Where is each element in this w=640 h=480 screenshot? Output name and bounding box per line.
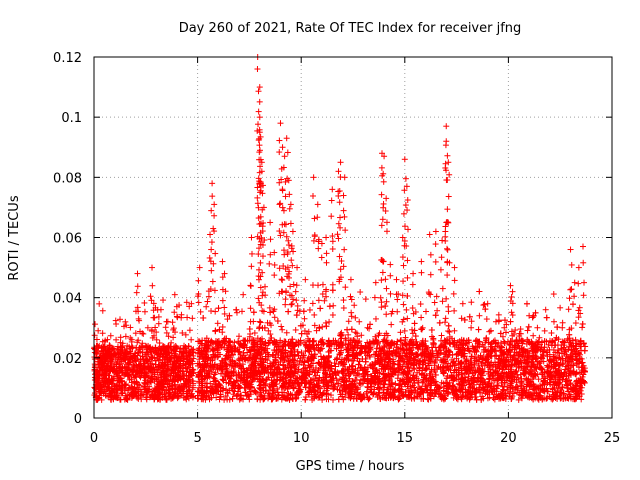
points-layer xyxy=(91,54,589,403)
data-point xyxy=(438,332,445,339)
data-point xyxy=(112,317,119,324)
data-point xyxy=(543,314,550,321)
data-point xyxy=(215,305,222,312)
data-point xyxy=(281,338,288,345)
data-point xyxy=(156,340,163,347)
data-point xyxy=(283,329,290,336)
data-point xyxy=(347,293,354,300)
data-point xyxy=(451,327,458,334)
data-point xyxy=(99,307,106,314)
data-point xyxy=(188,336,195,343)
chart-title: Day 260 of 2021, Rate Of TEC Index for r… xyxy=(179,21,522,36)
data-point xyxy=(362,358,369,365)
data-point xyxy=(155,313,162,320)
data-point xyxy=(133,289,140,296)
data-point xyxy=(96,300,103,307)
data-point xyxy=(127,324,134,331)
data-point xyxy=(322,319,329,326)
data-point xyxy=(366,325,373,332)
data-point xyxy=(557,304,564,311)
data-point xyxy=(165,333,172,340)
data-point xyxy=(168,339,175,346)
data-point xyxy=(575,314,582,321)
data-point xyxy=(162,324,169,331)
data-point xyxy=(282,296,289,303)
data-point xyxy=(236,333,243,340)
data-point xyxy=(524,327,531,334)
data-point xyxy=(186,327,193,334)
data-point xyxy=(445,328,452,335)
data-point xyxy=(139,340,146,347)
data-point xyxy=(357,289,364,296)
data-point xyxy=(495,311,502,318)
data-point xyxy=(352,314,359,321)
data-point xyxy=(548,330,555,337)
data-point xyxy=(428,326,435,333)
data-point xyxy=(226,396,233,403)
data-point xyxy=(251,329,258,336)
data-point xyxy=(147,293,154,300)
data-point xyxy=(292,326,299,333)
data-point xyxy=(468,299,475,306)
data-point xyxy=(107,332,114,339)
data-point xyxy=(550,291,557,298)
data-point xyxy=(404,315,411,322)
data-point xyxy=(250,318,257,325)
data-point xyxy=(214,320,221,327)
data-point xyxy=(219,323,226,330)
data-point xyxy=(293,312,300,319)
data-point xyxy=(530,332,537,339)
data-point xyxy=(377,294,384,301)
data-point xyxy=(340,304,347,311)
data-point xyxy=(565,306,572,313)
data-point xyxy=(257,319,264,326)
data-point xyxy=(481,301,488,308)
data-point xyxy=(204,298,211,305)
data-point xyxy=(345,331,352,338)
data-point xyxy=(160,297,167,304)
data-point xyxy=(183,299,190,306)
data-point xyxy=(203,303,210,310)
data-point xyxy=(138,396,145,403)
data-point xyxy=(326,318,333,325)
data-point xyxy=(445,322,452,329)
data-point xyxy=(278,323,285,330)
data-point xyxy=(345,318,352,325)
data-point xyxy=(351,302,358,309)
data-point xyxy=(155,320,162,327)
data-point xyxy=(289,300,296,307)
data-point xyxy=(397,329,404,336)
data-point xyxy=(122,333,129,340)
data-point xyxy=(321,297,328,304)
data-point xyxy=(541,327,548,334)
data-point xyxy=(486,328,493,335)
data-point xyxy=(388,321,395,328)
data-point xyxy=(170,334,177,341)
data-point xyxy=(512,327,519,334)
data-point xyxy=(169,319,176,326)
data-point xyxy=(535,376,542,383)
data-point xyxy=(122,318,129,325)
data-point xyxy=(288,301,295,308)
data-point xyxy=(523,300,530,307)
data-point xyxy=(141,299,148,306)
data-point xyxy=(117,316,124,323)
data-point xyxy=(141,308,148,315)
data-point xyxy=(92,321,99,328)
data-point xyxy=(330,302,337,309)
data-point xyxy=(150,314,157,321)
data-point xyxy=(419,324,426,331)
data-point xyxy=(195,299,202,306)
data-point xyxy=(292,288,299,295)
data-point xyxy=(184,314,191,321)
data-point xyxy=(362,296,369,303)
data-point xyxy=(306,306,313,313)
data-point xyxy=(117,334,124,341)
